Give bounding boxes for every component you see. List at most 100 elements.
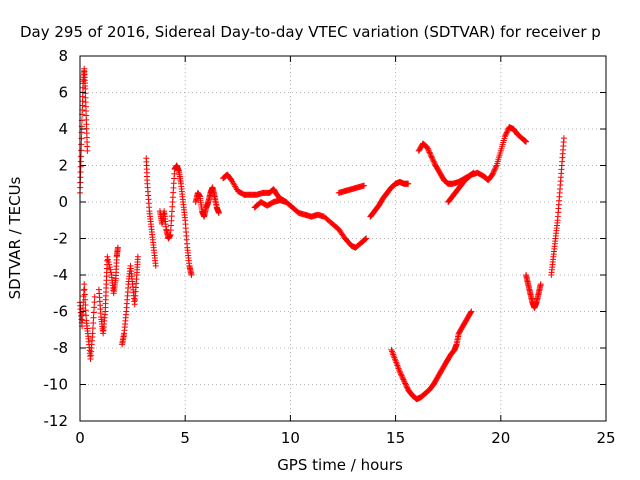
data-point-marker <box>425 148 432 155</box>
axis-ticks: 0 5 10 15 20 25 -12 -10 -8 -6 -4 -2 0 2 4 6 8 <box>44 47 616 447</box>
data-point-marker <box>80 287 87 294</box>
data-point-marker <box>91 293 98 300</box>
series-segment <box>220 171 370 251</box>
data-point-marker <box>82 307 89 314</box>
data-point-marker <box>89 325 96 332</box>
data-point-marker <box>399 375 406 382</box>
data-point-marker <box>402 380 409 387</box>
data-point-marker <box>90 319 97 326</box>
data-point-marker <box>104 253 111 260</box>
y-tick-label: -4 <box>53 266 68 284</box>
data-point-marker <box>89 330 96 337</box>
series-segment <box>77 65 91 196</box>
series-segment <box>156 162 195 278</box>
data-point-marker <box>78 135 85 142</box>
series-segment <box>192 184 222 220</box>
y-tick-label: 2 <box>58 157 68 175</box>
data-point-marker <box>80 293 87 300</box>
series-segment <box>119 253 141 348</box>
data-point-marker <box>401 377 408 384</box>
data-point-marker <box>104 256 111 263</box>
data-point-marker <box>215 209 222 216</box>
data-point-marker <box>489 170 496 177</box>
data-point-marker <box>134 253 141 260</box>
data-point-marker <box>81 291 88 298</box>
data-point-marker <box>503 130 510 137</box>
data-point-marker <box>106 261 113 268</box>
data-point-marker <box>78 141 85 148</box>
series-segment <box>251 197 290 211</box>
data-point-marker <box>283 199 290 205</box>
data-point-marker <box>83 312 90 319</box>
data-point-marker <box>468 308 475 315</box>
data-point-marker <box>427 150 434 157</box>
series-segment <box>548 135 567 278</box>
data-point-marker <box>402 381 409 388</box>
x-tick-label: 10 <box>281 429 300 447</box>
data-point-marker <box>107 266 114 273</box>
series-segment <box>523 272 544 311</box>
series-segment <box>367 178 412 220</box>
data-point-marker <box>428 153 435 160</box>
y-tick-label: -8 <box>53 339 68 357</box>
data-point-marker <box>398 372 405 379</box>
data-point-marker <box>152 262 159 269</box>
data-point-marker <box>502 131 509 138</box>
data-point-marker <box>523 138 530 145</box>
data-point-marker <box>401 379 408 386</box>
data-point-marker <box>91 299 98 306</box>
sdtvar-series <box>77 65 567 403</box>
chart-title: Day 295 of 2016, Sidereal Day-to-day VTE… <box>20 23 601 41</box>
data-point-marker <box>77 158 84 165</box>
data-point-marker <box>361 182 368 189</box>
data-point-marker <box>470 169 477 176</box>
series-segment <box>445 169 477 205</box>
data-point-marker <box>469 170 476 177</box>
data-point-marker <box>105 258 112 265</box>
series-segment <box>95 244 121 337</box>
series-segment <box>143 155 159 269</box>
y-tick-label: -6 <box>53 303 68 321</box>
series-segment <box>415 124 530 187</box>
x-tick-label: 0 <box>75 429 85 447</box>
data-point-marker <box>560 135 567 142</box>
data-point-marker <box>502 133 509 140</box>
x-tick-label: 5 <box>180 429 190 447</box>
data-point-marker <box>362 236 369 243</box>
data-point-marker <box>82 296 89 303</box>
x-tick-label: 15 <box>386 429 405 447</box>
data-point-marker <box>361 236 368 243</box>
y-tick-label: 0 <box>58 193 68 211</box>
data-point-marker <box>403 383 410 390</box>
series-segment <box>77 281 98 362</box>
data-point-marker <box>77 163 84 170</box>
data-point-marker <box>79 311 86 318</box>
data-point-marker <box>503 129 510 136</box>
data-point-marker <box>399 373 406 380</box>
data-point-marker <box>504 128 511 135</box>
y-tick-label: 4 <box>58 120 68 138</box>
data-point-marker <box>427 152 434 159</box>
data-point-marker <box>404 384 411 391</box>
data-point-marker <box>77 169 84 176</box>
data-point-marker <box>78 147 85 154</box>
data-point-marker <box>489 171 496 178</box>
y-tick-label: -10 <box>44 376 69 394</box>
data-point-marker <box>90 314 97 321</box>
data-point-marker <box>114 244 121 251</box>
data-point-marker <box>491 166 498 173</box>
data-point-marker <box>82 301 89 308</box>
data-point-marker <box>107 269 114 276</box>
data-point-marker <box>81 286 88 293</box>
data-point-marker <box>397 370 404 377</box>
y-axis-title: SDTVAR / TECUs <box>6 176 24 299</box>
data-point-marker <box>469 170 476 177</box>
y-tick-label: -12 <box>44 412 69 430</box>
data-point-marker <box>106 264 113 271</box>
x-tick-label: 20 <box>491 429 510 447</box>
data-point-marker <box>426 149 433 156</box>
data-point-marker <box>400 376 407 383</box>
data-point-marker <box>405 180 412 187</box>
data-point-marker <box>424 145 431 152</box>
